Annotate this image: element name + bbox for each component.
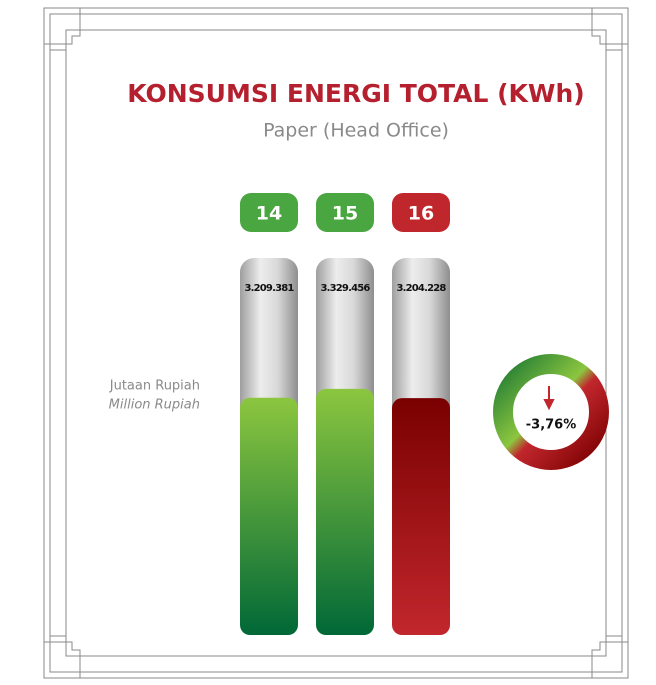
change-label: -3,76% — [526, 418, 577, 433]
category-pill — [392, 193, 450, 232]
bar — [240, 397, 298, 635]
change-ring — [493, 354, 609, 470]
change-indicator: -3,76% — [493, 354, 609, 470]
x-tick-label: 14 — [256, 203, 282, 225]
bar — [392, 398, 450, 635]
chart-subtitle: Paper (Head Office) — [263, 120, 449, 142]
change-center — [514, 375, 588, 449]
y-axis-label-en: Million Rupiah — [109, 398, 200, 413]
x-tick-label: 15 — [332, 203, 358, 225]
chart-title: KONSUMSI ENERGI TOTAL (KWh) — [127, 79, 584, 108]
down-arrow — [543, 386, 555, 411]
category-pill — [316, 193, 374, 232]
frame — [43, 7, 629, 679]
x-tick-label: 16 — [408, 203, 434, 225]
category-pill — [240, 193, 298, 232]
value-label: 3.204.228 — [396, 283, 446, 294]
y-axis-label: Jutaan Rupiah — [109, 379, 200, 394]
value-label: 3.209.381 — [244, 283, 294, 294]
value-label: 3.329.456 — [320, 283, 370, 294]
bar — [316, 388, 374, 635]
